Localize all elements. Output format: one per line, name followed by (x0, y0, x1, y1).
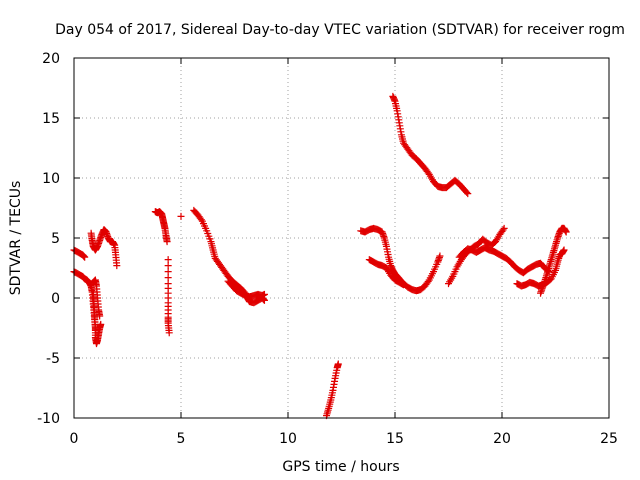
data-point (436, 252, 444, 260)
y-axis-label: SDTVAR / TECUs (8, 181, 24, 296)
tick-labels: 0 5 10 15 20 25 -10 -5 0 5 10 15 20 (37, 51, 618, 447)
data-point (91, 325, 99, 333)
x-tick-label: 25 (600, 431, 618, 447)
data-point (164, 274, 172, 282)
data-point (560, 246, 568, 254)
data-point (463, 188, 471, 196)
data-point (260, 290, 268, 298)
x-tick-label: 0 (70, 431, 79, 447)
x-axis-label: GPS time / hours (282, 459, 399, 475)
x-tick-label: 10 (279, 431, 297, 447)
y-tick-label: 0 (51, 291, 60, 307)
y-tick-label: 20 (42, 51, 60, 67)
data-point (500, 224, 508, 232)
x-tick-label: 20 (493, 431, 511, 447)
x-tick-label: 15 (386, 431, 404, 447)
data-point (177, 212, 185, 220)
data-point (81, 253, 89, 261)
data-point (113, 262, 121, 270)
data-point (400, 281, 408, 289)
data-point (163, 238, 171, 246)
y-tick-label: 10 (42, 171, 60, 187)
chart-title: Day 054 of 2017, Sidereal Day-to-day VTE… (55, 22, 625, 38)
y-tick-label: -10 (37, 411, 60, 427)
data-point (464, 190, 472, 198)
y-tick-label: 5 (51, 231, 60, 247)
data-point (562, 228, 570, 236)
data-point (197, 216, 205, 224)
data-point (165, 329, 173, 337)
data-point (499, 226, 507, 234)
y-tick-label: -5 (46, 351, 60, 367)
data-point (424, 278, 432, 285)
grid-lines (74, 58, 609, 418)
data-point (164, 268, 172, 276)
data-point (96, 312, 104, 320)
plot-frame (73, 57, 610, 419)
data-point (164, 256, 172, 264)
y-tick-label: 15 (42, 111, 60, 127)
data-points (70, 92, 570, 420)
x-tick-label: 5 (177, 431, 186, 447)
data-point (164, 262, 172, 270)
data-point (334, 360, 342, 368)
